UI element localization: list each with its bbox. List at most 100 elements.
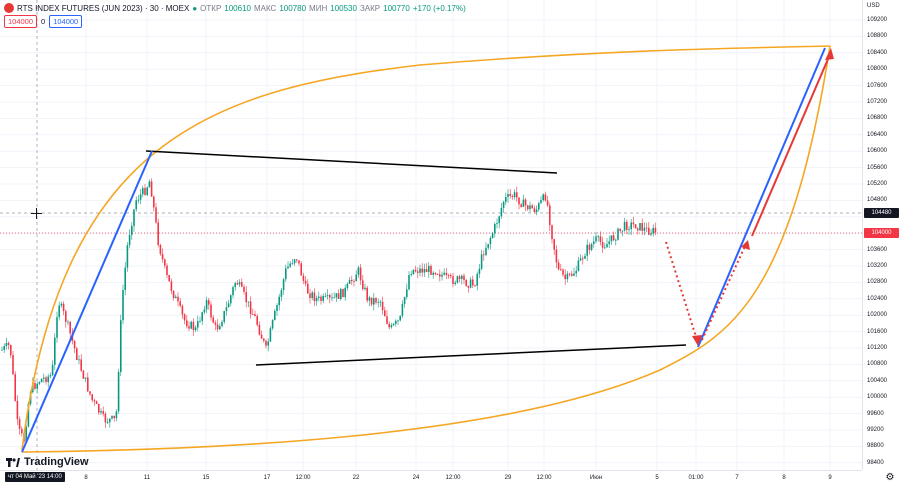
- candle-body: [476, 273, 478, 286]
- candle-body: [216, 324, 219, 330]
- candle-body: [421, 268, 423, 273]
- buy-button[interactable]: 104000: [49, 15, 83, 28]
- candle-body: [258, 324, 261, 335]
- candle-body: [450, 275, 452, 277]
- symbol-title[interactable]: RTS INDEX FUTURES (JUN 2023) · 30 · MOEX: [17, 3, 190, 13]
- candle-body: [461, 275, 463, 279]
- chart-legend: RTS INDEX FUTURES (JUN 2023) · 30 · MOEX…: [4, 3, 466, 13]
- candle-body: [615, 239, 617, 241]
- candle-body: [335, 293, 338, 298]
- candle-body: [524, 199, 527, 206]
- candle-body: [159, 244, 162, 254]
- candle-body: [219, 326, 221, 330]
- candle-body: [245, 291, 247, 303]
- candle-body: [362, 280, 364, 290]
- candle-body: [304, 280, 307, 284]
- change-value: +170 (+0.17%): [412, 3, 466, 13]
- candle-body: [419, 268, 421, 273]
- candle-body: [353, 280, 355, 282]
- candle-body: [498, 216, 500, 224]
- candle-body: [643, 227, 646, 231]
- candle-body: [150, 181, 153, 197]
- candle-body: [142, 187, 144, 195]
- candle-body: [329, 295, 331, 298]
- candle-body: [225, 307, 228, 312]
- candle-body: [214, 322, 217, 325]
- candle-body: [282, 279, 285, 291]
- candle-body: [533, 208, 536, 213]
- chart-plot[interactable]: [0, 0, 862, 470]
- order-quantity[interactable]: 0: [41, 17, 46, 26]
- candle-body: [172, 290, 175, 299]
- candle-body: [474, 285, 476, 287]
- candle-body: [307, 283, 309, 294]
- time-tick-label: 29: [504, 475, 512, 481]
- price-axis[interactable]: USD 109200 108800 108400 108000 107600 107200…: [862, 0, 900, 470]
- candle-body: [496, 223, 498, 225]
- candles-series: [1, 178, 657, 444]
- candle-body: [436, 274, 439, 275]
- candle-body: [447, 275, 450, 276]
- candle-body: [263, 338, 265, 341]
- tradingview-logo[interactable]: TradingView: [6, 456, 89, 468]
- time-tick-label: 24: [412, 475, 420, 481]
- candle-body: [337, 293, 340, 299]
- candle-body: [122, 289, 124, 321]
- high-value: 100780: [279, 3, 307, 13]
- sell-button[interactable]: 104000: [4, 15, 38, 28]
- candle-body: [76, 348, 78, 360]
- candle-body: [274, 310, 276, 321]
- candle-body: [241, 282, 243, 287]
- price-tick-label: 104800: [867, 197, 888, 204]
- candle-body: [128, 234, 131, 246]
- candle-body: [610, 235, 613, 242]
- time-tick-label: 12:00: [445, 475, 461, 481]
- candle-body: [267, 341, 269, 346]
- candle-body: [483, 254, 485, 256]
- candle-body: [56, 317, 58, 338]
- candle-body: [623, 221, 626, 231]
- candle-body: [487, 244, 489, 248]
- price-tick-label: 100800: [867, 361, 888, 368]
- candle-body: [386, 316, 388, 324]
- settings-gear-icon[interactable]: ⚙: [885, 472, 895, 483]
- price-tick-label: 103200: [867, 263, 888, 269]
- candle-body: [302, 275, 305, 281]
- grid-lines: [0, 0, 862, 470]
- last-price-label: 104000: [864, 228, 899, 238]
- price-tick-label: 108800: [867, 33, 888, 40]
- candle-body: [392, 323, 395, 326]
- candle-body: [208, 300, 210, 305]
- currency-label[interactable]: USD: [867, 3, 880, 9]
- candle-body: [322, 295, 324, 301]
- candle-body: [84, 377, 87, 379]
- candle-body: [423, 268, 426, 273]
- candle-body: [300, 263, 302, 276]
- price-tick-label: 103600: [867, 246, 888, 253]
- candle-body: [14, 374, 16, 401]
- candle-body: [131, 225, 133, 235]
- candle-body: [586, 244, 588, 256]
- candle-body: [414, 269, 417, 272]
- time-tick-label: 17: [263, 475, 271, 481]
- candle-body: [98, 404, 100, 413]
- time-tick-label: 8: [84, 475, 88, 481]
- price-tick-label: 100000: [867, 394, 888, 401]
- candle-body: [617, 228, 619, 240]
- candle-body: [582, 258, 584, 260]
- candle-body: [370, 297, 373, 305]
- candle-body: [139, 194, 142, 200]
- candle-body: [175, 296, 177, 299]
- candle-body: [78, 359, 80, 361]
- candle-body: [21, 428, 23, 434]
- time-axis[interactable]: 8 11 15 17 12:00 22 24 12:00 29 12:00 Июн 5 01:00 7 8 9…: [0, 470, 862, 488]
- candle-body: [111, 415, 113, 419]
- candle-body: [324, 295, 327, 297]
- candle-body: [236, 283, 239, 285]
- candle-body: [1, 349, 3, 351]
- candle-body: [117, 372, 120, 412]
- candle-body: [230, 295, 232, 304]
- candle-body: [560, 269, 562, 271]
- candle-body: [87, 377, 89, 392]
- candle-body: [104, 413, 107, 423]
